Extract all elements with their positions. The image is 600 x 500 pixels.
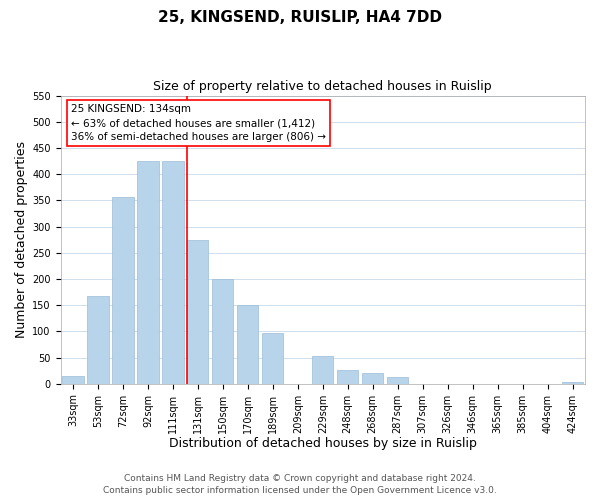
Text: 25, KINGSEND, RUISLIP, HA4 7DD: 25, KINGSEND, RUISLIP, HA4 7DD — [158, 10, 442, 25]
Title: Size of property relative to detached houses in Ruislip: Size of property relative to detached ho… — [154, 80, 492, 93]
Bar — [137, 161, 158, 384]
Text: Contains HM Land Registry data © Crown copyright and database right 2024.
Contai: Contains HM Land Registry data © Crown c… — [103, 474, 497, 495]
Bar — [262, 333, 283, 384]
Bar — [62, 376, 83, 384]
Bar — [362, 374, 383, 384]
Bar — [212, 279, 233, 384]
Bar — [337, 370, 358, 384]
Bar — [387, 377, 408, 384]
Bar — [112, 196, 134, 384]
Bar — [187, 240, 208, 384]
Bar — [88, 296, 109, 384]
X-axis label: Distribution of detached houses by size in Ruislip: Distribution of detached houses by size … — [169, 437, 476, 450]
Bar — [562, 382, 583, 384]
Text: 25 KINGSEND: 134sqm
← 63% of detached houses are smaller (1,412)
36% of semi-det: 25 KINGSEND: 134sqm ← 63% of detached ho… — [71, 104, 326, 142]
Bar — [237, 305, 259, 384]
Y-axis label: Number of detached properties: Number of detached properties — [15, 141, 28, 338]
Bar — [312, 356, 334, 384]
Bar — [162, 161, 184, 384]
